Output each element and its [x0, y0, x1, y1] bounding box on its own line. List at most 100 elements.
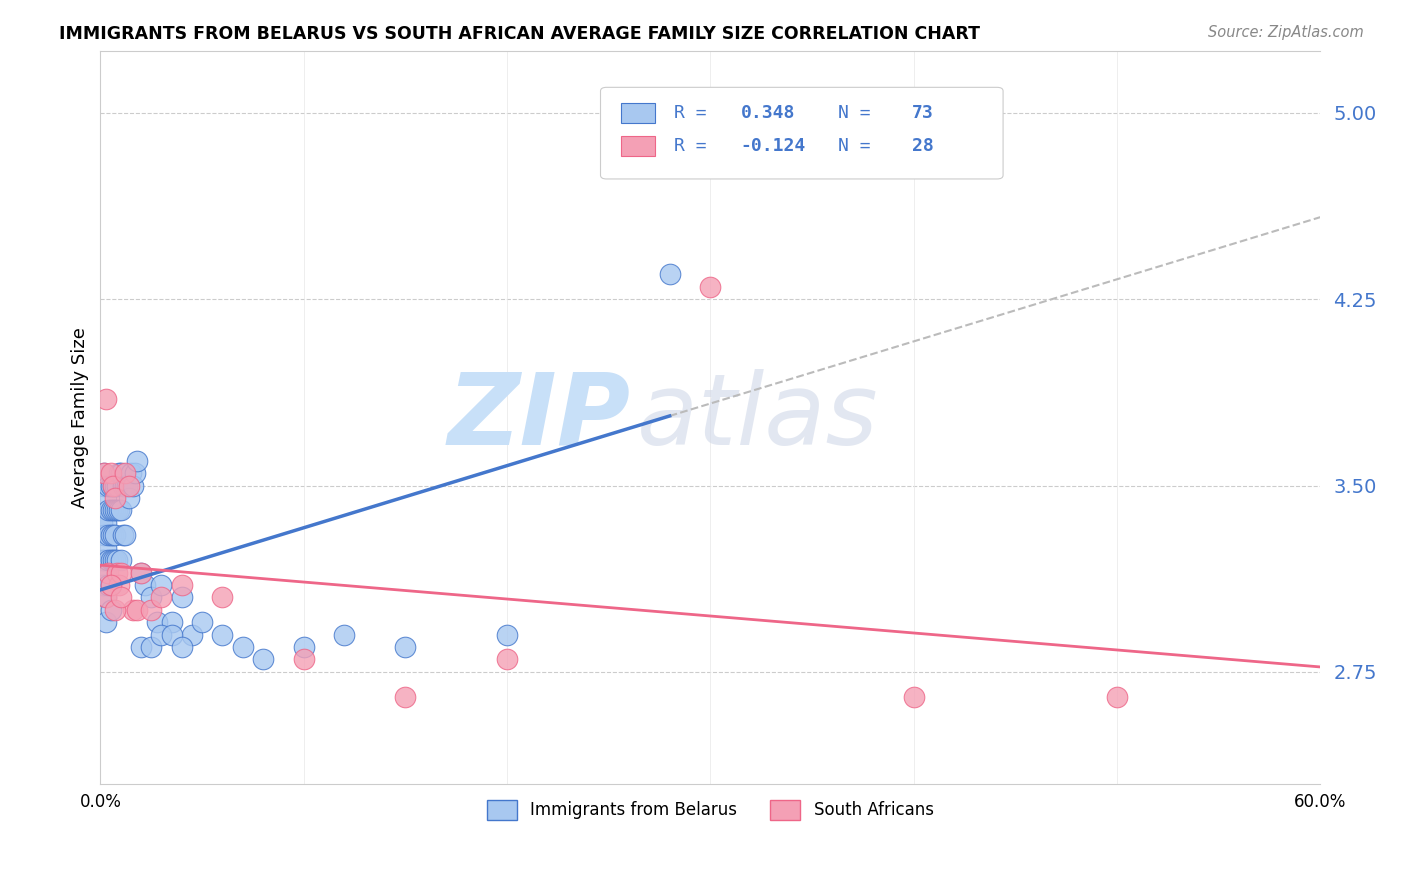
- Point: [141, 640, 163, 654]
- FancyBboxPatch shape: [621, 136, 655, 156]
- Point: [107, 578, 129, 592]
- Point: [105, 553, 128, 567]
- Point: [141, 591, 163, 605]
- Point: [93, 578, 115, 592]
- Point: [252, 652, 274, 666]
- Text: R =: R =: [673, 104, 717, 122]
- Point: [107, 466, 129, 480]
- Point: [103, 491, 125, 505]
- Point: [150, 578, 173, 592]
- Point: [101, 478, 124, 492]
- Point: [100, 553, 122, 567]
- Text: N =: N =: [838, 137, 882, 155]
- Point: [105, 478, 128, 492]
- Point: [100, 478, 122, 492]
- Point: [232, 640, 254, 654]
- Point: [110, 466, 132, 480]
- Point: [96, 566, 118, 580]
- Point: [118, 491, 141, 505]
- Point: [96, 516, 118, 530]
- Point: [120, 466, 142, 480]
- Point: [100, 528, 122, 542]
- Point: [111, 528, 134, 542]
- Legend: Immigrants from Belarus, South Africans: Immigrants from Belarus, South Africans: [479, 793, 941, 827]
- Point: [100, 603, 122, 617]
- Point: [122, 603, 145, 617]
- Point: [103, 478, 125, 492]
- Point: [125, 453, 148, 467]
- Point: [191, 615, 214, 630]
- Point: [211, 591, 233, 605]
- Point: [170, 578, 193, 592]
- Point: [103, 553, 125, 567]
- Point: [93, 466, 115, 480]
- Point: [110, 503, 132, 517]
- Point: [97, 478, 120, 492]
- Point: [96, 591, 118, 605]
- Point: [211, 627, 233, 641]
- Point: [103, 528, 125, 542]
- Point: [97, 528, 120, 542]
- Point: [100, 578, 122, 592]
- Point: [134, 578, 156, 592]
- Point: [292, 652, 315, 666]
- Point: [100, 466, 122, 480]
- Point: [97, 566, 120, 580]
- Point: [105, 503, 128, 517]
- Point: [91, 553, 114, 567]
- Point: [101, 528, 124, 542]
- Point: [118, 478, 141, 492]
- Point: [160, 627, 183, 641]
- Point: [97, 553, 120, 567]
- Point: [129, 640, 152, 654]
- Point: [114, 528, 136, 542]
- Point: [496, 652, 519, 666]
- Point: [160, 615, 183, 630]
- FancyBboxPatch shape: [621, 103, 655, 123]
- Point: [103, 503, 125, 517]
- Point: [110, 566, 132, 580]
- Point: [103, 603, 125, 617]
- Point: [129, 566, 152, 580]
- Point: [394, 690, 416, 704]
- Point: [91, 578, 114, 592]
- Point: [129, 566, 152, 580]
- Point: [96, 591, 118, 605]
- Point: [96, 491, 118, 505]
- Point: [97, 503, 120, 517]
- Point: [101, 553, 124, 567]
- Point: [333, 627, 356, 641]
- Point: [180, 627, 202, 641]
- Point: [97, 578, 120, 592]
- Point: [115, 478, 138, 492]
- Text: N =: N =: [838, 104, 882, 122]
- Point: [93, 478, 115, 492]
- Text: 28: 28: [911, 137, 934, 155]
- Point: [91, 516, 114, 530]
- Point: [122, 478, 145, 492]
- Point: [125, 603, 148, 617]
- Point: [96, 615, 118, 630]
- Point: [107, 503, 129, 517]
- Point: [96, 541, 118, 555]
- Point: [111, 478, 134, 492]
- Point: [93, 553, 115, 567]
- Point: [101, 478, 124, 492]
- Point: [100, 503, 122, 517]
- Point: [105, 566, 128, 580]
- Text: 73: 73: [911, 104, 934, 122]
- Text: R =: R =: [673, 137, 717, 155]
- Point: [100, 578, 122, 592]
- Text: 0.348: 0.348: [741, 104, 796, 122]
- Text: -0.124: -0.124: [741, 137, 806, 155]
- Point: [141, 603, 163, 617]
- Point: [170, 640, 193, 654]
- Point: [699, 279, 721, 293]
- Point: [114, 478, 136, 492]
- Point: [292, 640, 315, 654]
- Point: [146, 615, 169, 630]
- Text: atlas: atlas: [637, 368, 879, 466]
- Point: [394, 640, 416, 654]
- Point: [93, 466, 115, 480]
- Point: [170, 591, 193, 605]
